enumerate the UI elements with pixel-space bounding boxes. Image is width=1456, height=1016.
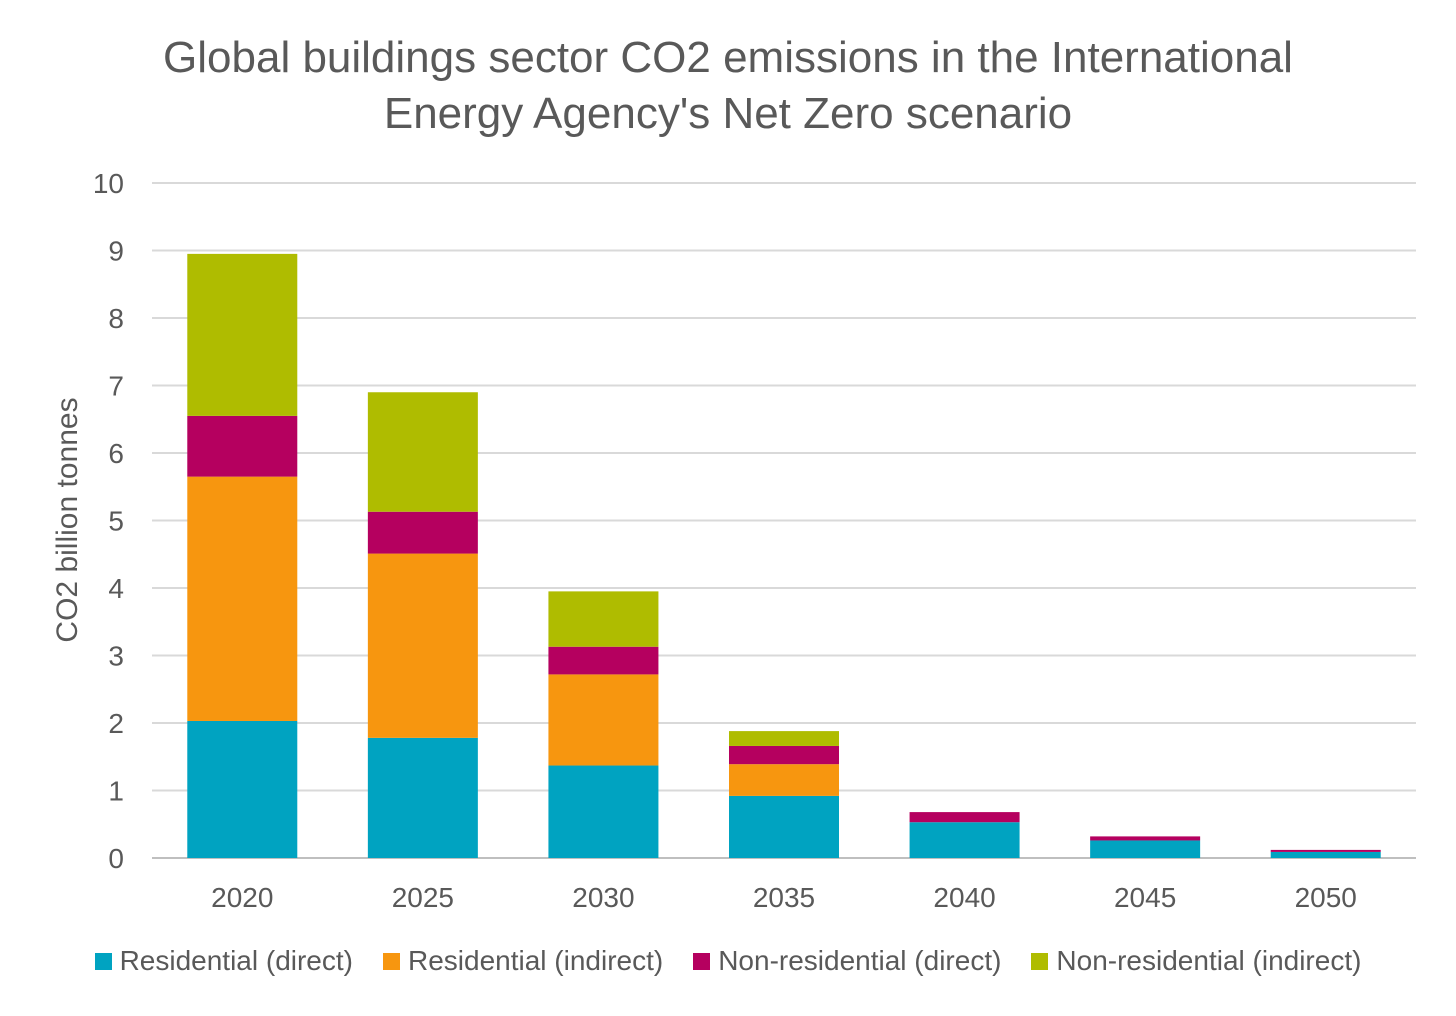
legend-swatch	[94, 952, 112, 970]
bar-segment	[187, 720, 298, 858]
bar-segment	[909, 812, 1020, 823]
y-tick-label: 3	[108, 641, 124, 672]
y-tick-label: 8	[108, 303, 124, 334]
y-tick-label: 5	[108, 506, 124, 537]
x-tick-labels: 2020 2025 2030 2035 2040 2045 2050	[211, 882, 1357, 913]
x-tick-label: 2035	[753, 882, 815, 913]
grid-lines	[152, 182, 1416, 859]
bar-segment	[187, 415, 298, 477]
y-axis-label: CO2 billion tonnes	[51, 397, 84, 642]
bar-segment	[1090, 836, 1201, 841]
legend-swatch	[382, 952, 400, 970]
legend-label: Residential (direct)	[119, 945, 353, 976]
bar-segment	[729, 764, 839, 796]
chart-title: Global buildings sector CO2 emissions in…	[0, 30, 1456, 142]
bar-segment	[367, 511, 478, 554]
bar-segment	[367, 737, 478, 858]
legend-label: Non-residential (direct)	[718, 945, 1002, 976]
bar-segment	[1090, 840, 1201, 858]
y-tick-label: 1	[108, 776, 124, 807]
x-tick-label: 2025	[392, 882, 454, 913]
legend-label: Residential (indirect)	[407, 945, 664, 976]
y-tick-label: 9	[108, 236, 124, 267]
bar-segment	[187, 253, 298, 416]
y-tick-label: 0	[108, 843, 124, 874]
y-tick-label: 6	[108, 438, 124, 469]
bar-segment	[548, 591, 659, 647]
chart-title-line-2: Energy Agency's Net Zero scenario	[383, 89, 1073, 138]
y-tick-label: 10	[93, 168, 124, 199]
legend-swatch	[1031, 952, 1049, 970]
bar-segment	[548, 674, 659, 766]
chart-legend: Residential (direct) Residential (indirec…	[0, 945, 1456, 977]
y-tick-label: 2	[108, 708, 124, 739]
bar-segment	[729, 795, 839, 858]
bar-segment	[548, 646, 659, 675]
y-tick-label: 7	[108, 371, 124, 402]
y-tick-label: 4	[108, 573, 124, 604]
legend-label: Non-residential (indirect)	[1056, 945, 1362, 976]
x-tick-label: 2040	[933, 882, 995, 913]
bar-segment	[729, 731, 839, 746]
legend-swatch	[693, 952, 711, 970]
x-tick-label: 2020	[211, 882, 273, 913]
y-tick-labels: 0 1 2 3 4 5 6 7 8 9 10	[93, 168, 124, 874]
bar-stacks	[187, 253, 1381, 858]
bar-segment	[367, 553, 478, 738]
bar-segment	[367, 392, 478, 512]
legend-item: Non-residential (indirect)	[1031, 945, 1361, 977]
bar-segment	[1270, 851, 1381, 858]
bar-segment	[1270, 849, 1381, 852]
bar-segment	[548, 765, 659, 858]
bar-segment	[187, 476, 298, 721]
x-tick-label: 2050	[1295, 882, 1357, 913]
legend-item: Non-residential (direct)	[693, 945, 1001, 977]
legend-item: Residential (direct)	[94, 945, 353, 977]
bar-segment	[909, 822, 1020, 858]
chart-title-line-1: Global buildings sector CO2 emissions in…	[163, 33, 1293, 82]
x-tick-label: 2045	[1114, 882, 1176, 913]
bar-segment	[729, 745, 839, 765]
legend-item: Residential (indirect)	[382, 945, 664, 977]
x-tick-label: 2030	[572, 882, 634, 913]
